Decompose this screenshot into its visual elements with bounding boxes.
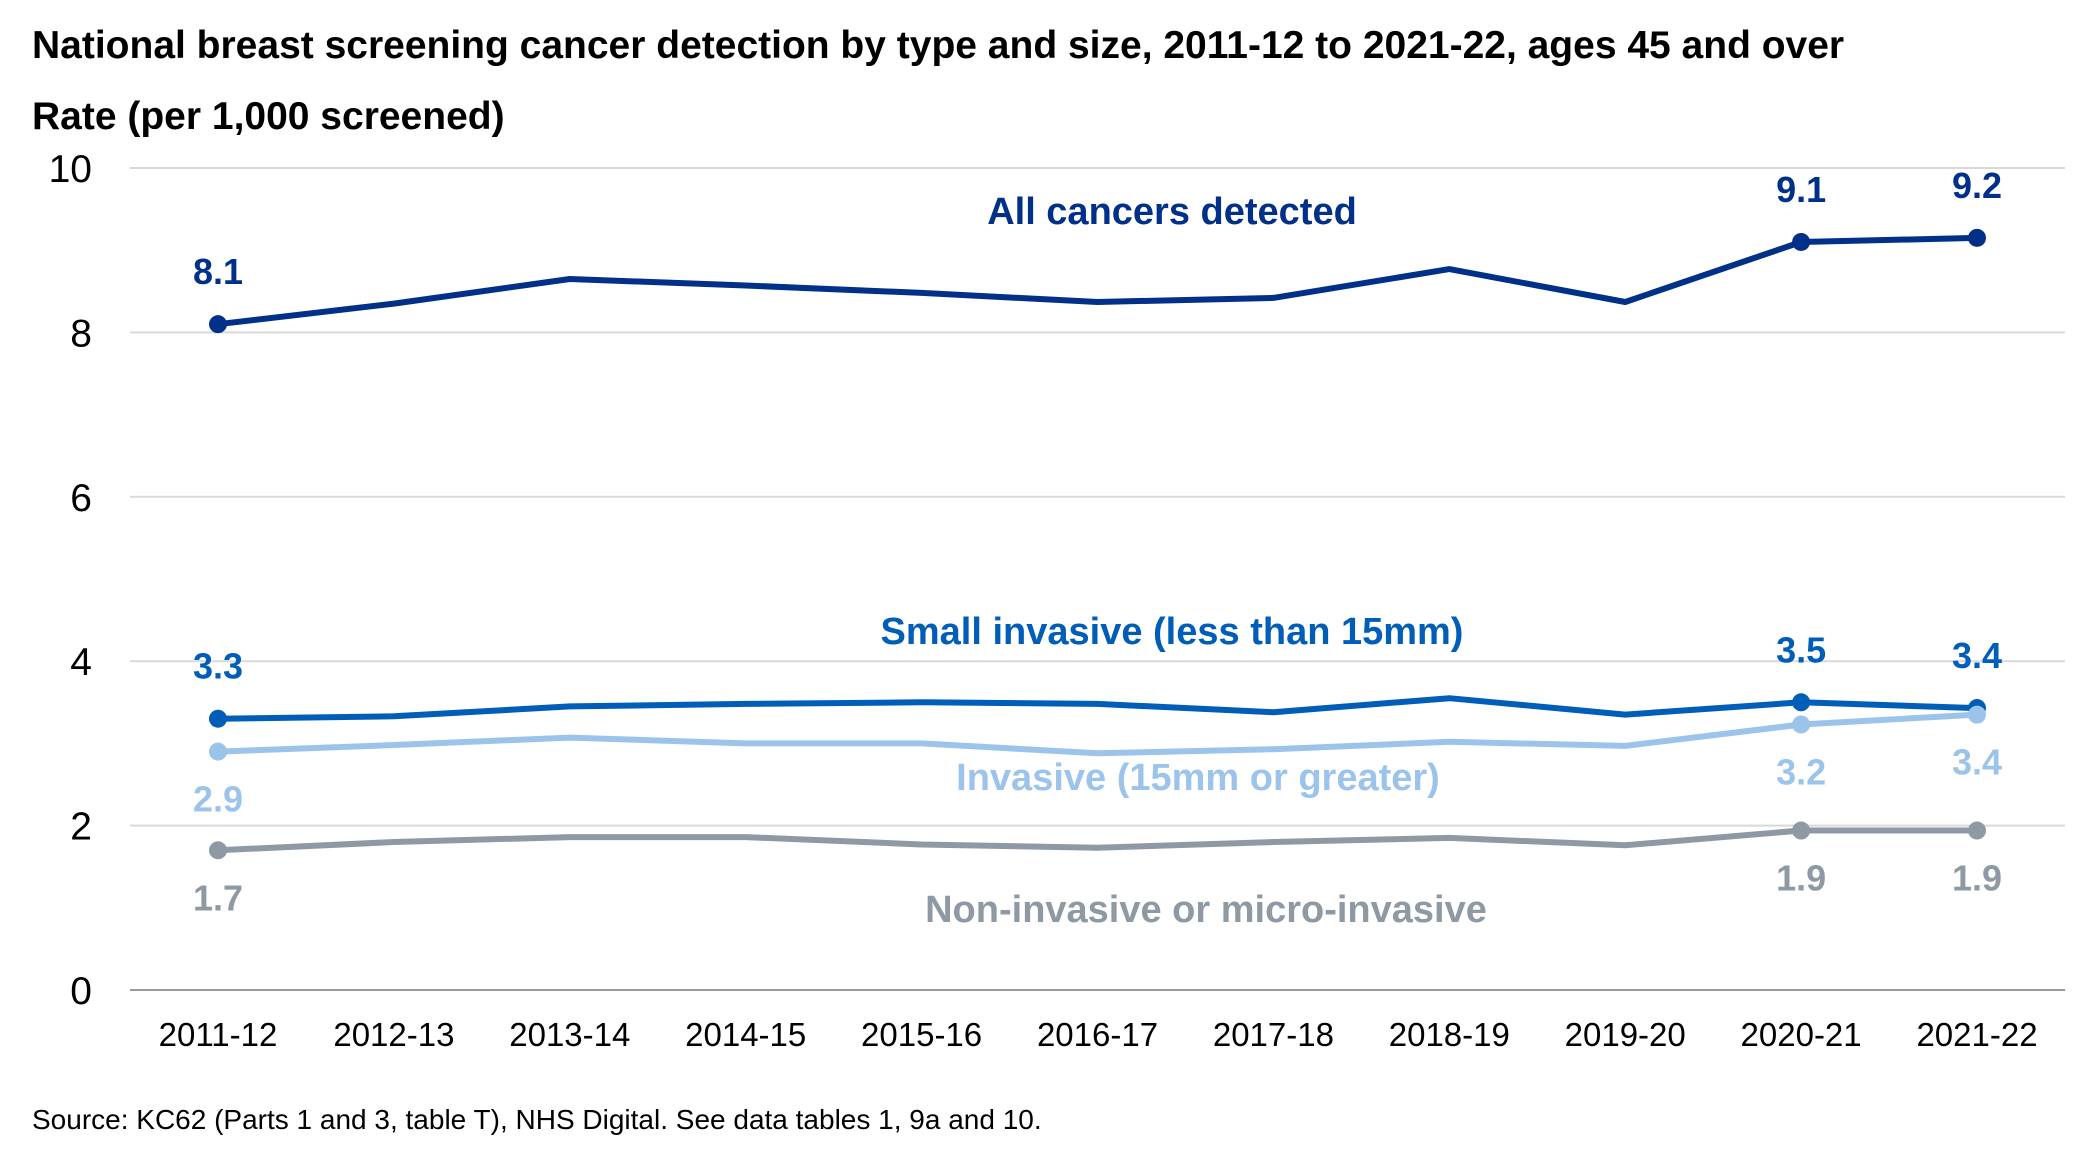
x-tick-label: 2014-15 — [685, 1016, 806, 1053]
x-tick-label: 2017-18 — [1213, 1016, 1334, 1053]
y-tick-label: 4 — [70, 641, 92, 684]
series-line — [215, 234, 1980, 328]
data-point — [1792, 232, 1811, 251]
series-name-label: Non-invasive or micro-invasive — [925, 889, 1487, 931]
x-tick-labels: 2011-12 2012-13 2013-14 2014-15 2015-16 2016-… — [159, 1016, 2038, 1053]
data-point — [1968, 821, 1986, 840]
series-name-label: Small invasive (less than 15mm) — [881, 611, 1464, 653]
data-point — [209, 709, 227, 728]
data-label: 8.1 — [193, 251, 243, 292]
x-tick-label: 2012-13 — [333, 1016, 454, 1053]
series-group: 8.1 9.1 9.2 All cancers detected 3.3 3.5 3.4 Sm… — [193, 165, 2002, 931]
data-point — [1792, 715, 1811, 734]
y-tick-label: 2 — [70, 806, 92, 849]
gridlines — [130, 167, 2065, 991]
data-point — [1792, 693, 1811, 712]
data-label: 3.3 — [193, 646, 243, 687]
y-tick-label: 0 — [70, 970, 92, 1013]
x-tick-label: 2013-14 — [509, 1016, 630, 1053]
data-label: 3.2 — [1776, 751, 1826, 792]
data-label: 2.9 — [193, 779, 243, 820]
x-tick-label: 2015-16 — [861, 1016, 982, 1053]
data-point — [1968, 705, 1986, 724]
y-tick-label: 10 — [49, 148, 92, 191]
data-point — [1968, 228, 1986, 247]
data-label: 3.4 — [1952, 635, 2002, 676]
series-name-label: All cancers detected — [987, 191, 1357, 233]
series-line — [215, 711, 1980, 757]
data-label: 9.1 — [1776, 169, 1826, 210]
data-label: 1.9 — [1952, 858, 2002, 899]
data-label: 3.4 — [1952, 742, 2002, 783]
x-tick-label: 2021-22 — [1916, 1016, 2037, 1053]
data-point — [209, 742, 227, 761]
series-line — [215, 695, 1980, 722]
data-label: 1.7 — [193, 877, 243, 918]
data-label: 3.5 — [1776, 629, 1826, 670]
series-name-label: Invasive (15mm or greater) — [956, 757, 1440, 799]
y-tick-label: 6 — [70, 477, 92, 520]
y-axis-label: Rate (per 1,000 screened) — [32, 95, 505, 138]
data-point — [209, 315, 227, 334]
data-point — [1792, 821, 1811, 840]
series-0: 8.1 9.1 9.2 All cancers detected — [193, 165, 2002, 334]
source-note: Source: KC62 (Parts 1 and 3, table T), N… — [32, 1104, 1042, 1135]
series-line — [215, 827, 1980, 854]
series-1: 3.3 3.5 3.4 Small invasive (less than 15mm) — [193, 611, 2002, 728]
series-2: 2.9 3.2 3.4 Invasive (15mm or greater) — [193, 705, 2002, 820]
y-tick-labels: 0 2 4 6 8 10 — [49, 148, 92, 1013]
x-tick-label: 2020-21 — [1741, 1016, 1862, 1053]
data-label: 1.9 — [1776, 858, 1826, 899]
chart-title: National breast screening cancer detecti… — [32, 24, 1844, 67]
data-point — [209, 841, 227, 860]
x-tick-label: 2016-17 — [1037, 1016, 1158, 1053]
x-tick-label: 2018-19 — [1389, 1016, 1510, 1053]
data-label: 9.2 — [1952, 165, 2002, 206]
x-tick-label: 2011-12 — [159, 1016, 278, 1053]
y-tick-label: 8 — [70, 312, 92, 355]
x-tick-label: 2019-20 — [1565, 1016, 1686, 1053]
series-3: 1.7 1.9 1.9 Non-invasive or micro-invasive — [193, 821, 2002, 931]
